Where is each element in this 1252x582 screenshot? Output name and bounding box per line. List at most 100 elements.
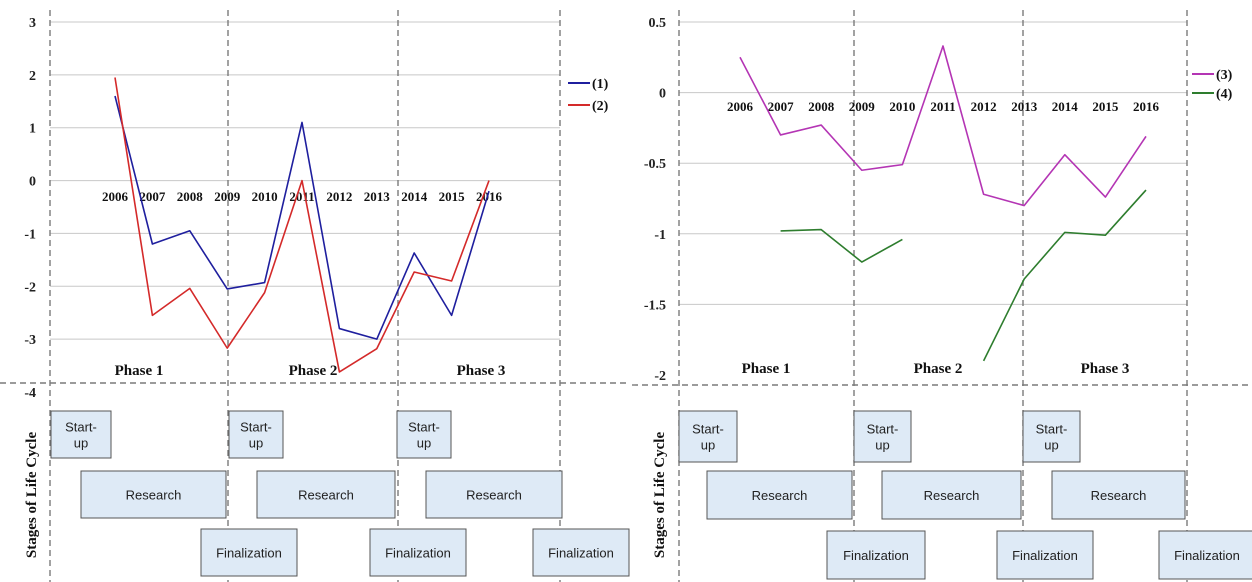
x-tick-label: 2012 bbox=[326, 189, 352, 204]
lifecycle-box: Finalization bbox=[1158, 530, 1252, 580]
legend-label: (1) bbox=[592, 77, 609, 92]
lifecycle-box-label-line: Finalization bbox=[843, 548, 909, 563]
lifecycle-box-rect bbox=[996, 530, 1094, 580]
y-tick-label: -2 bbox=[24, 280, 36, 295]
lifecycle-box: Research bbox=[425, 470, 563, 519]
lifecycle-box-label: Start-up bbox=[240, 420, 272, 451]
lifecycle-box-rect bbox=[532, 528, 630, 577]
x-tick-label: 2014 bbox=[401, 189, 428, 204]
lifecycle-box-rect bbox=[369, 528, 467, 577]
x-tick-label: 2008 bbox=[177, 189, 204, 204]
lifecycle-box-label-line: up bbox=[249, 436, 263, 451]
lifecycle-box-rect bbox=[80, 470, 227, 519]
lifecycle-box-label-line: Start- bbox=[692, 422, 724, 437]
lifecycle-box-rect bbox=[1158, 530, 1252, 580]
lifecycle-box-label-line: up bbox=[1044, 438, 1058, 453]
lifecycle-box-label-line: Finalization bbox=[1012, 548, 1078, 563]
y-tick-label: 0.5 bbox=[649, 16, 667, 31]
y-tick-label: 2 bbox=[29, 69, 36, 84]
lifecycle-box-label: Finalization bbox=[1174, 548, 1240, 563]
y-tick-label: 0 bbox=[29, 175, 36, 190]
lifecycle-box: Start-up bbox=[396, 410, 452, 459]
lifecycle-box-label-line: Research bbox=[298, 488, 354, 503]
lifecycle-box-label-line: Start- bbox=[1036, 422, 1068, 437]
y-tick-label: 1 bbox=[29, 122, 36, 137]
x-tick-label: 2009 bbox=[849, 99, 876, 114]
lifecycle-box-label: Finalization bbox=[1012, 548, 1078, 563]
y-tick-label: -4 bbox=[24, 386, 36, 401]
lifecycle-box-label: Start-up bbox=[408, 420, 440, 451]
lifecycle-box-label-line: up bbox=[875, 438, 889, 453]
lifecycle-title: Stages of Life Cycle bbox=[24, 432, 40, 559]
lifecycle-box-rect bbox=[396, 410, 452, 459]
lifecycle-box: Finalization bbox=[826, 530, 926, 580]
chart-panel-1: -4 -3 -2 -1 0 1 2 3 2006 2007 2008 2009 2010 2011 2012… bbox=[0, 10, 630, 582]
lifecycle-box-label-line: up bbox=[74, 436, 88, 451]
lifecycle-box-rect bbox=[706, 470, 853, 520]
lifecycle-title: Stages of Life Cycle bbox=[652, 432, 668, 559]
lifecycle-box-label: Research bbox=[1091, 488, 1147, 503]
y-tick-label: -1 bbox=[24, 227, 36, 242]
x-tick-label: 2007 bbox=[139, 189, 166, 204]
lifecycle-box-rect bbox=[1022, 410, 1081, 463]
phase-label: Phase 2 bbox=[914, 361, 963, 377]
series-line-2 bbox=[114, 77, 490, 373]
lifecycle-box: Start-up bbox=[50, 410, 112, 459]
lifecycle-box-label-line: Finalization bbox=[385, 546, 451, 561]
lifecycle-box-label-line: Finalization bbox=[216, 546, 282, 561]
x-tick-label: 2016 bbox=[476, 189, 503, 204]
lifecycle-box-label: Finalization bbox=[385, 546, 451, 561]
lifecycle-box-label-line: Research bbox=[924, 488, 980, 503]
lifecycle-box-label: Research bbox=[752, 488, 808, 503]
chart-panel-2: -2 -1.5 -1 -0.5 0 0.5 2006 2007 2008 2009 2010 2011… bbox=[632, 10, 1252, 582]
lifecycle-box: Start-up bbox=[228, 410, 284, 459]
x-tick-label: 2006 bbox=[727, 99, 754, 114]
lifecycle-box: Research bbox=[881, 470, 1022, 520]
x-tick-label: 2010 bbox=[252, 189, 278, 204]
lifecycle-box-label-line: Start- bbox=[240, 420, 272, 435]
x-tick-label: 2015 bbox=[439, 189, 466, 204]
lifecycle-box-label-line: Start- bbox=[408, 420, 440, 435]
y-tick-label: 0 bbox=[659, 87, 666, 102]
lifecycle-box: Research bbox=[706, 470, 853, 520]
lifecycle-box: Research bbox=[256, 470, 396, 519]
lifecycle-box-label-line: Finalization bbox=[1174, 548, 1240, 563]
lifecycle-box-label-line: up bbox=[417, 436, 431, 451]
lifecycle-box-label: Start-up bbox=[692, 422, 724, 453]
lifecycle-box-rect bbox=[826, 530, 926, 580]
phase-label: Phase 3 bbox=[1081, 361, 1130, 377]
lifecycle-box-label: Research bbox=[466, 488, 522, 503]
y-tick-label: -2 bbox=[654, 369, 666, 384]
y-tick-label: -1 bbox=[654, 228, 666, 243]
x-tick-label: 2010 bbox=[889, 99, 915, 114]
lifecycle-box-label-line: Finalization bbox=[548, 546, 614, 561]
lifecycle-box-label-line: Research bbox=[1091, 488, 1147, 503]
lifecycle-box: Research bbox=[80, 470, 227, 519]
lifecycle-box-rect bbox=[256, 470, 396, 519]
x-tick-label: 2014 bbox=[1052, 99, 1079, 114]
lifecycle-box-label: Finalization bbox=[216, 546, 282, 561]
lifecycle-box: Finalization bbox=[369, 528, 467, 577]
series-line-1 bbox=[114, 95, 490, 340]
x-tick-label: 2011 bbox=[289, 189, 314, 204]
series-line-4 bbox=[982, 189, 1147, 362]
phase-label: Phase 2 bbox=[289, 363, 338, 379]
x-tick-label: 2012 bbox=[971, 99, 997, 114]
phase-label: Phase 3 bbox=[457, 363, 506, 379]
lifecycle-box-label: Start-up bbox=[867, 422, 899, 453]
lifecycle-box: Research bbox=[1051, 470, 1186, 520]
x-tick-label: 2015 bbox=[1092, 99, 1119, 114]
x-tick-label: 2013 bbox=[364, 189, 391, 204]
lifecycle-box-label: Finalization bbox=[843, 548, 909, 563]
lifecycle-box-rect bbox=[50, 410, 112, 459]
x-tick-label: 2013 bbox=[1011, 99, 1038, 114]
lifecycle-box: Start-up bbox=[853, 410, 912, 463]
lifecycle-box: Finalization bbox=[532, 528, 630, 577]
lifecycle-box-label: Start-up bbox=[1036, 422, 1068, 453]
lifecycle-box: Start-up bbox=[678, 410, 738, 463]
lifecycle-box-label-line: Start- bbox=[65, 420, 97, 435]
lifecycle-box-rect bbox=[853, 410, 912, 463]
lifecycle-box-rect bbox=[881, 470, 1022, 520]
lifecycle-box-rect bbox=[1051, 470, 1186, 520]
series-line-3 bbox=[739, 45, 1147, 207]
